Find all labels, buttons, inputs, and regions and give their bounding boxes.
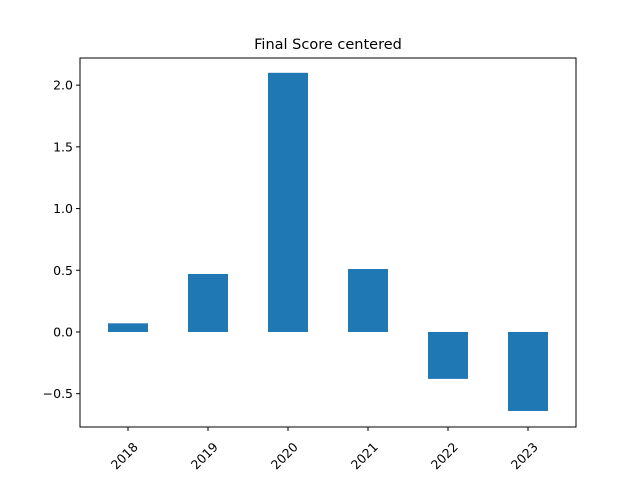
bar-2020	[268, 72, 308, 332]
x-tick-label: 2022	[428, 439, 461, 472]
bar-2022	[428, 331, 468, 379]
y-axis: −0.5 0.0 0.5 1.0 1.5 2.0	[43, 78, 80, 401]
x-tick-label: 2020	[268, 439, 301, 472]
bar-2023	[508, 331, 548, 411]
y-tick-label: 1.0	[53, 201, 73, 216]
chart-title: Final Score centered	[254, 37, 402, 53]
x-tick-label: 2021	[348, 439, 381, 472]
plot-area-frame	[79, 57, 577, 428]
bar-2018	[108, 323, 148, 332]
x-axis: 2018 2019 2020 2021 2022 2023	[108, 427, 541, 472]
y-tick-label: 0.5	[53, 263, 73, 278]
y-tick-label: 1.5	[53, 139, 73, 154]
y-tick-label: 2.0	[53, 78, 73, 93]
bars-group	[108, 72, 548, 411]
y-tick-label: −0.5	[43, 386, 73, 401]
x-tick-label: 2023	[508, 439, 541, 472]
bar-2019	[188, 273, 228, 332]
y-tick-label: 0.0	[53, 324, 73, 339]
bar-2021	[348, 269, 388, 332]
x-tick-label: 2019	[188, 439, 221, 472]
x-tick-label: 2018	[108, 439, 141, 472]
